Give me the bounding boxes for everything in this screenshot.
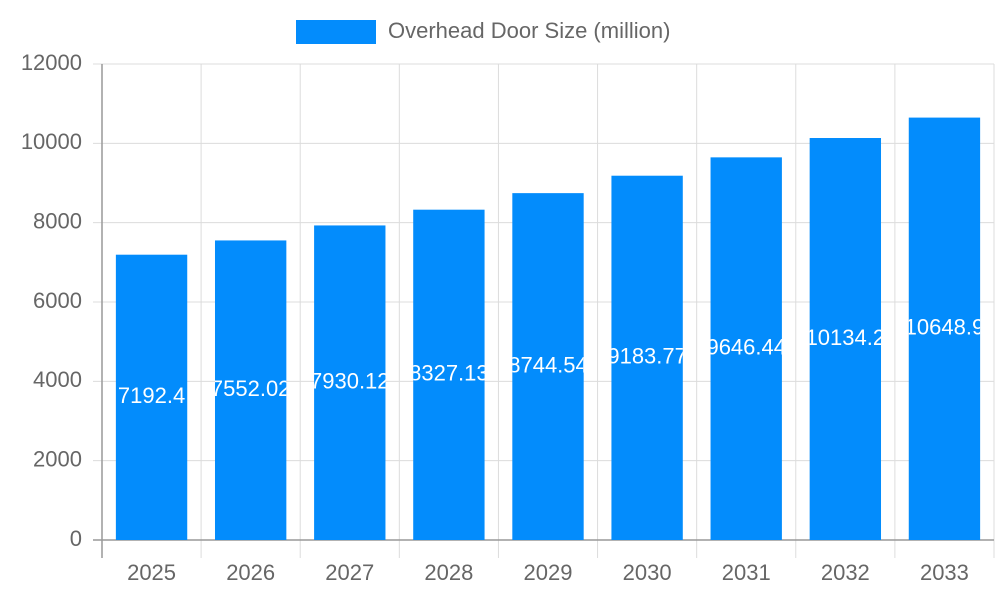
y-tick-label: 10000: [21, 129, 82, 154]
bar: [413, 209, 485, 541]
bar: [512, 193, 584, 540]
bar: [314, 225, 386, 540]
y-tick-label: 0: [70, 526, 82, 551]
bar: [908, 117, 981, 541]
data-label: 8744.54: [508, 352, 588, 377]
x-tick-label: 2030: [623, 560, 672, 585]
y-tick-label: 6000: [33, 288, 82, 313]
x-tick-label: 2032: [821, 560, 870, 585]
data-label: 7552.02: [211, 376, 291, 401]
x-tick-label: 2025: [127, 560, 176, 585]
bar: [611, 175, 683, 540]
bar: [809, 138, 882, 540]
x-tick-label: 2028: [424, 560, 473, 585]
data-label: 7192.4: [118, 383, 185, 408]
data-label: 10648.9: [905, 315, 985, 340]
x-tick-label: 2027: [325, 560, 374, 585]
x-tick-label: 2031: [722, 560, 771, 585]
bar: [115, 254, 188, 540]
x-tick-label: 2026: [226, 560, 275, 585]
data-label: 8327.13: [409, 361, 489, 386]
legend-label: Overhead Door Size (million): [388, 18, 670, 43]
y-tick-label: 8000: [33, 208, 82, 233]
bar: [710, 157, 782, 540]
legend-swatch: [296, 20, 376, 44]
y-tick-label: 4000: [33, 367, 82, 392]
bar: [214, 240, 287, 541]
y-tick-label: 12000: [21, 50, 82, 75]
x-tick-label: 2029: [524, 560, 573, 585]
data-label: 9646.44: [706, 334, 786, 359]
data-label: 7930.12: [310, 369, 390, 394]
y-tick-label: 2000: [33, 446, 82, 471]
data-label: 10134.2: [806, 325, 886, 350]
x-tick-label: 2033: [920, 560, 969, 585]
data-label: 9183.77: [607, 344, 687, 369]
